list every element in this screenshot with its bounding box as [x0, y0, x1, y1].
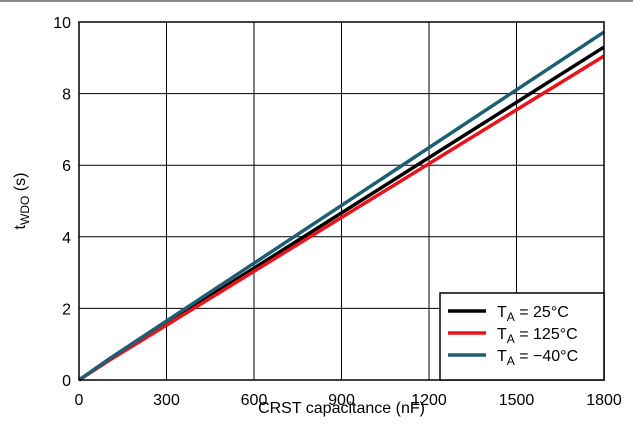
- x-tick-label: 0: [75, 392, 84, 409]
- y-axis-title-main: t: [12, 224, 29, 229]
- legend-box: [439, 292, 605, 381]
- x-axis-title: CRST capacitance (nF): [258, 400, 425, 417]
- legend: TA = 25°CTA = 125°CTA = −40°C: [439, 292, 605, 381]
- y-axis-title: tWDO (s): [12, 173, 32, 230]
- x-tick-label: 1800: [586, 392, 622, 409]
- legend-entry: TA = −40°C: [497, 348, 578, 368]
- top-rule: [0, 0, 633, 2]
- series-line-2: [77, 30, 605, 382]
- y-tick-label: 10: [53, 15, 71, 32]
- x-tick-label: 600: [241, 392, 268, 409]
- x-tick-labels: 0 300 600 900 1200 1500 1800: [75, 392, 622, 409]
- plot-frame: [78, 21, 605, 381]
- x-tick-label: 1500: [499, 392, 535, 409]
- x-tick-label: 1200: [411, 392, 447, 409]
- y-tick-label: 6: [62, 158, 71, 175]
- x-tick-label: 900: [328, 392, 355, 409]
- y-tick-label: 8: [62, 87, 71, 104]
- legend-entry: TA = 25°C: [497, 304, 569, 324]
- y-tick-labels: 0 2 4 6 8 10: [53, 15, 71, 390]
- y-axis-title-sub: WDO: [18, 196, 32, 225]
- legend-entry: TA = 125°C: [497, 326, 578, 346]
- y-tick-label: 4: [62, 230, 71, 247]
- y-tick-label: 0: [62, 373, 71, 390]
- series-group: [77, 30, 605, 382]
- x-tick-label: 300: [153, 392, 180, 409]
- y-axis-title-unit: (s): [12, 173, 29, 196]
- y-tick-label: 2: [62, 301, 71, 318]
